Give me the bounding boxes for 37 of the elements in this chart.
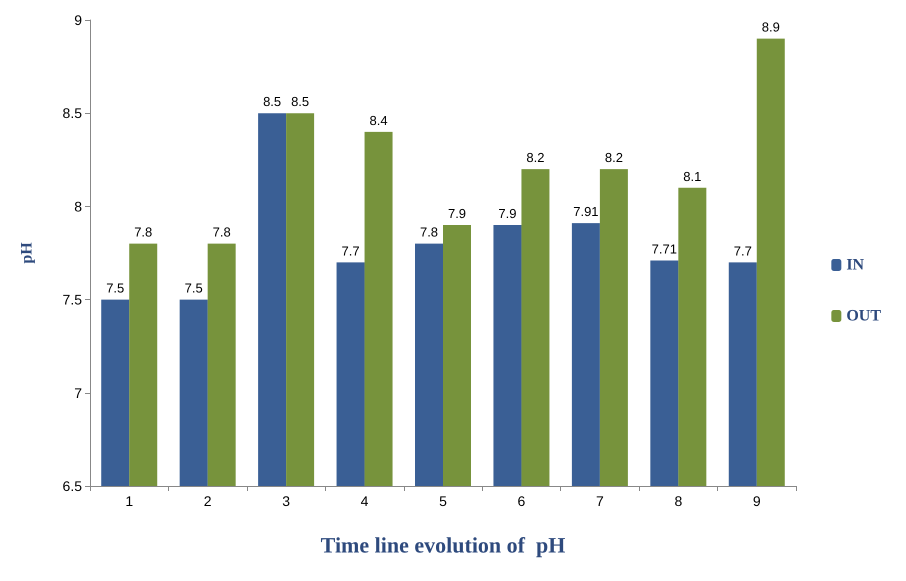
x-tick-label: 2: [204, 493, 212, 509]
legend-label: IN: [846, 256, 865, 274]
data-label: 8.2: [604, 150, 623, 166]
y-tick-label: 6.5: [62, 478, 82, 494]
data-label: 8.2: [526, 150, 544, 166]
data-label: 7.5: [106, 280, 124, 296]
x-tick-label: 6: [518, 493, 526, 509]
data-label: 7.7: [342, 243, 360, 258]
x-tick-label: 7: [596, 493, 604, 509]
data-label: 8.4: [370, 112, 388, 128]
x-tick-label: 3: [282, 493, 290, 509]
x-tick-label: 4: [360, 493, 369, 509]
data-label: 7.9: [498, 206, 516, 222]
y-tick-label: 7: [74, 384, 82, 401]
data-label: 8.9: [762, 20, 780, 35]
x-tick-label: 9: [752, 493, 761, 509]
y-tick-label: 9: [74, 12, 82, 28]
y-tick-label: 8.5: [62, 105, 82, 122]
legend-label: OUT: [846, 308, 882, 324]
data-label: 8.5: [291, 94, 310, 110]
data-label: 7.8: [212, 224, 231, 240]
data-label: 7.7: [734, 243, 752, 258]
data-label: 7.8: [420, 224, 438, 240]
data-label: 7.71: [652, 241, 677, 256]
data-label: 7.5: [184, 280, 203, 296]
x-tick-label: 1: [125, 493, 134, 509]
data-label: 8.1: [683, 168, 702, 184]
x-tick-label: 8: [674, 493, 682, 509]
x-axis-title: Time line evolution of pH: [320, 532, 566, 558]
data-label: 7.8: [134, 224, 152, 240]
data-label: 7.9: [448, 206, 466, 222]
data-label: 8.5: [263, 94, 282, 110]
y-tick-label: 7.5: [62, 292, 82, 308]
y-tick-label: 8: [74, 198, 82, 214]
y-axis-title: pH: [18, 242, 36, 264]
data-label: 7.91: [573, 204, 599, 220]
x-tick-label: 5: [439, 493, 448, 509]
